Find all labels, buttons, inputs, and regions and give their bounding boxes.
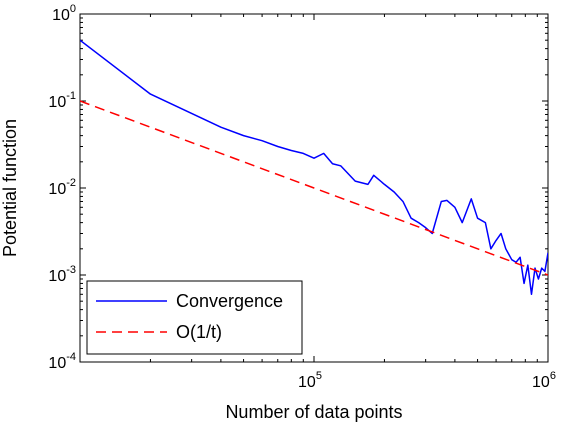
y-tick-label: 10-2 [48, 177, 76, 198]
y-tick-label: 10-3 [48, 264, 76, 285]
y-tick-label: 100 [52, 3, 76, 24]
legend-box [86, 280, 303, 355]
x-tick-label: 106 [532, 370, 556, 391]
x-tick-label: 105 [298, 370, 322, 391]
tick-labels: 105 106 100 10-1 10-2 10-3 10-4 [48, 3, 556, 391]
y-tick-label: 10-1 [48, 90, 76, 111]
legend-label-convergence: Convergence [176, 291, 283, 311]
series-layer [80, 39, 548, 296]
series-line-convergence [80, 39, 548, 296]
y-tick-label: 10-4 [48, 351, 76, 372]
x-axis-title: Number of data points [225, 402, 402, 422]
legend-label-o-1-t: O(1/t) [176, 322, 222, 342]
y-axis-title: Potential function [0, 119, 20, 257]
axis-ticks [79, 13, 549, 363]
legend: Convergence O(1/t) [86, 280, 303, 355]
series-line-o-1-t [80, 100, 548, 276]
